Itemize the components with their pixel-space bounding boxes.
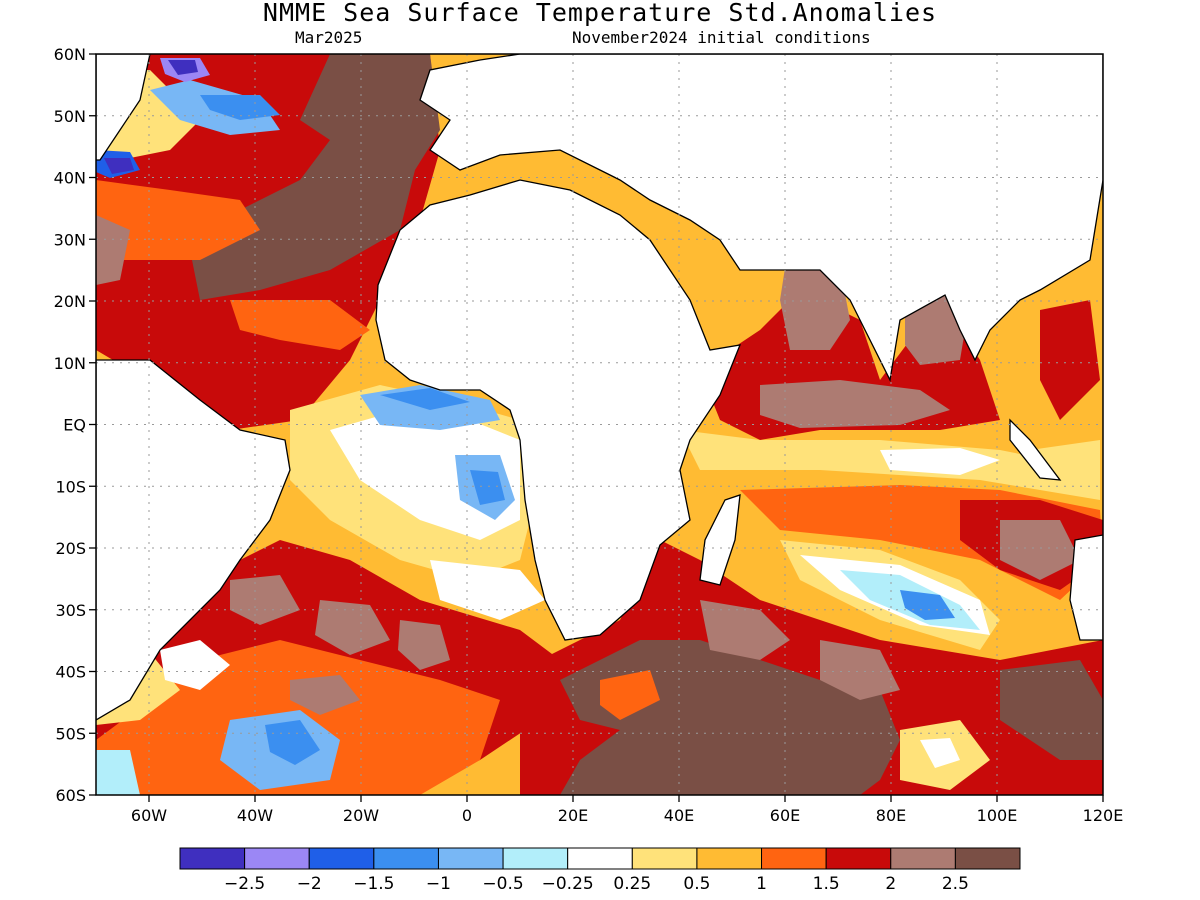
colorbar-swatch [179,847,246,870]
anomaly-patch [820,640,900,700]
anomaly-patch [160,640,230,690]
graticule [96,54,1103,795]
lat-tick-label: 60N [54,45,86,64]
lon-tick-label: 0 [462,806,472,825]
colorbar-swatch [373,847,439,870]
lat-tick-label: 40S [55,663,86,682]
anomaly-patch [96,180,260,260]
colorbar-swatch [437,847,504,870]
colorbar-label: 0.5 [683,874,710,894]
colorbar-swatch [890,847,956,870]
anomaly-patch [290,675,360,715]
island-madagascar [699,494,741,586]
colorbar-swatch [502,847,569,870]
lat-tick-label: 10S [55,477,86,496]
colorbar-label: −0.5 [482,874,523,894]
continent-south-america [96,359,291,721]
lat-tick-label: 30N [54,230,86,249]
colorbar-swatch [954,847,1021,870]
colorbar-label: 1 [756,874,767,894]
anomaly-patch [1040,300,1100,420]
initial-conditions: November2024 initial conditions [572,28,871,47]
colorbar-label: 2.5 [942,874,969,894]
anomaly-patch [430,560,545,620]
lon-tick-label: 40E [664,806,694,825]
colorbar-label: −2.5 [224,874,265,894]
map-title: NMME Sea Surface Temperature Std.Anomali… [262,0,938,27]
longitude-axis: 60W 40W 20W 0 20E 40E 60E 80E 100E 120E [131,795,1123,825]
colorbar [179,847,1021,870]
lat-tick-label: EQ [63,416,86,435]
anomaly-patch [920,738,960,768]
anomaly-patch [315,600,390,655]
colorbar-label: 0.25 [613,874,651,894]
lon-tick-label: 120E [1083,806,1124,825]
anomaly-patch [96,215,130,285]
anomaly-patch [760,380,950,428]
anomaly-patch [780,268,850,350]
anomaly-patch [1000,520,1080,580]
anomaly-patch [1000,660,1103,760]
lon-tick-label: 80E [876,806,906,825]
latitude-axis: 60N 50N 40N 30N 20N 10N EQ 10S 20S 30S 40S 50S 60S [54,45,96,805]
lat-tick-label: 10N [54,354,86,373]
anomaly-patch [96,750,140,795]
continent-australia [1069,534,1103,641]
anomaly-patch [470,470,505,505]
forecast-month: Mar2025 [295,28,363,47]
lon-tick-label: 40W [237,806,273,825]
anomaly-patch [380,388,470,410]
anomaly-patch [168,60,198,75]
colorbar-swatch [631,847,698,870]
lat-tick-label: 40N [54,169,86,188]
lat-tick-label: 20S [55,539,86,558]
coastlines [96,54,1103,721]
colorbar-label: 1.5 [813,874,840,894]
anomaly-patch [600,670,660,720]
colorbar-label: −1 [426,874,451,894]
lon-tick-label: 100E [977,806,1018,825]
continent-europe-asia [419,54,1103,383]
colorbar-swatch [244,847,310,870]
lat-tick-label: 50S [55,724,86,743]
colorbar-swatch [825,847,892,870]
colorbar-swatch [761,847,827,870]
colorbar-label: 2 [885,874,896,894]
anomaly-patch [880,448,1000,475]
continent-north-america [96,54,151,161]
lat-tick-label: 20N [54,292,86,311]
lon-tick-label: 20W [343,806,379,825]
lon-tick-label: 60E [770,806,800,825]
anomaly-patch [900,590,955,620]
anomaly-patch [700,600,790,660]
anomaly-patch [104,158,134,174]
lat-tick-label: 30S [55,601,86,620]
colorbar-swatch [696,847,763,870]
anomaly-patch [200,95,280,120]
island-sumatra [1009,418,1062,481]
anomaly-patch [230,575,300,625]
anomaly-patch [265,720,320,765]
colorbar-labels: −2.5 −2 −1.5 −1 −0.5 −0.25 0.25 0.5 1 1.5 2 2.5 [224,874,969,894]
anomaly-field [96,54,1103,795]
colorbar-swatch [308,847,375,870]
lat-tick-label: 50N [54,107,86,126]
anomaly-patch [398,620,450,670]
colorbar-label: −1.5 [353,874,394,894]
colorbar-label: −2 [297,874,322,894]
anomaly-patch [230,300,370,350]
lon-tick-label: 60W [131,806,167,825]
colorbar-swatch [567,847,633,870]
anomaly-patch [330,410,520,540]
lat-tick-label: 60S [55,786,86,805]
lon-tick-label: 20E [558,806,588,825]
colorbar-label: −0.25 [542,874,594,894]
